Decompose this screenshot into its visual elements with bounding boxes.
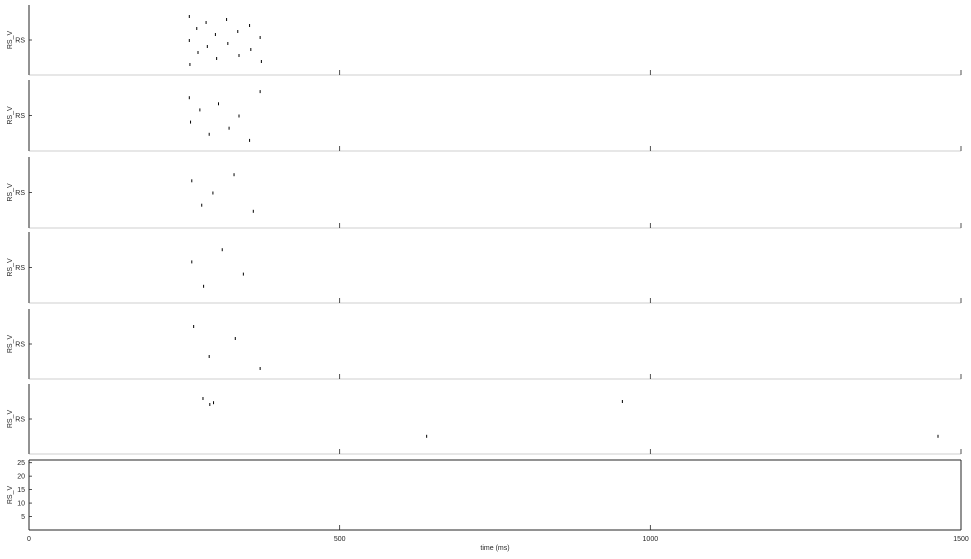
y-axis-title: RS_V xyxy=(7,335,14,354)
y-tick-label: RS xyxy=(15,417,25,424)
y-axis-title: RS_V xyxy=(7,183,14,202)
y-axis-title: RS_V xyxy=(7,106,14,125)
y-axis-title: RS_V xyxy=(7,258,14,277)
y-axis-title: RS_V xyxy=(7,410,14,429)
y-tick-label: 10 xyxy=(17,501,25,508)
y-tick-label: 25 xyxy=(17,460,25,467)
panel-7: RS_V 5 10 15 20 25 xyxy=(7,459,962,531)
spike-events xyxy=(188,90,261,142)
panel-6: RS_V RS xyxy=(7,384,962,455)
spike-events xyxy=(191,173,254,213)
x-axis: 0 500 1000 1500 xyxy=(27,536,969,543)
panel-2: RS_V RS xyxy=(7,80,962,152)
x-tick-label: 1500 xyxy=(953,536,969,543)
y-tick-label: 20 xyxy=(17,474,25,481)
x-axis-title: time (ms) xyxy=(480,545,509,552)
y-tick-label: RS xyxy=(15,265,25,272)
x-tick-label: 1000 xyxy=(643,536,659,543)
y-tick-label: 15 xyxy=(17,487,25,494)
spike-events xyxy=(188,15,262,66)
y-axis-title: RS_V xyxy=(7,486,14,505)
panel-5: RS_V RS xyxy=(7,309,962,380)
panel-3: RS_V RS xyxy=(7,157,962,229)
x-tick-label: 500 xyxy=(334,536,346,543)
y-tick-label: RS xyxy=(15,190,25,197)
x-tick-label: 0 xyxy=(27,536,31,543)
spike-events xyxy=(193,325,261,370)
panel-4: RS_V RS xyxy=(7,232,962,304)
y-tick-label: RS xyxy=(15,113,25,120)
y-tick-label: RS xyxy=(15,342,25,349)
y-axis-title: RS_V xyxy=(7,31,14,50)
y-tick-label: 5 xyxy=(21,514,25,521)
y-tick-label: RS xyxy=(15,38,25,45)
spike-events xyxy=(202,397,939,438)
panel-1: RS_V RS xyxy=(7,5,962,76)
spike-events xyxy=(191,248,244,288)
